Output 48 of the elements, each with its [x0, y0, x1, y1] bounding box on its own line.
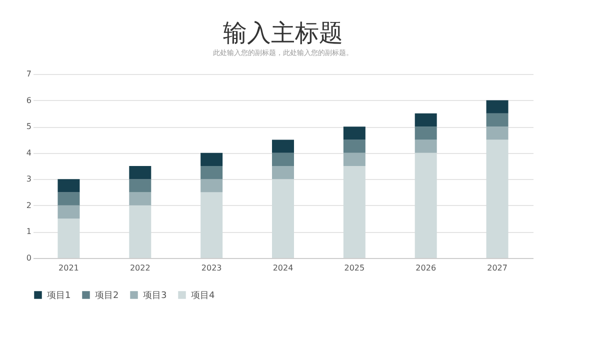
bar	[414, 113, 437, 127]
bar	[129, 166, 152, 180]
x-tick-label: 2025	[344, 264, 365, 272]
bar	[414, 140, 437, 153]
y-tick-label: 4	[26, 148, 32, 158]
bar	[129, 179, 152, 192]
bar	[486, 126, 508, 140]
x-tick-label: 2024	[272, 264, 294, 272]
bar	[200, 166, 223, 180]
bar	[343, 140, 366, 153]
x-tick-label: 2021	[58, 264, 79, 272]
bar	[58, 179, 80, 192]
bar	[343, 152, 366, 166]
legend-label: 项目2	[95, 291, 119, 301]
legend-label: 项目4	[191, 291, 215, 301]
y-tick-label: 3	[26, 174, 32, 184]
bar	[272, 140, 294, 153]
bar	[200, 179, 223, 192]
x-tick-label: 2027	[487, 264, 508, 272]
legend-label: 项目3	[143, 291, 167, 301]
bar	[486, 113, 508, 127]
y-tick-label: 2	[26, 200, 32, 210]
bar	[486, 140, 508, 258]
legend-label: 项目1	[47, 291, 71, 301]
bar	[272, 152, 294, 166]
bar	[343, 166, 366, 258]
bar	[414, 126, 437, 140]
bar	[58, 192, 80, 206]
bar	[272, 179, 294, 258]
bar	[129, 205, 152, 258]
bar	[200, 192, 223, 258]
bar	[58, 218, 80, 258]
bar	[272, 166, 294, 180]
y-tick-label: 1	[26, 227, 32, 236]
bar	[414, 152, 437, 258]
y-tick-label: 5	[26, 122, 32, 132]
bar	[58, 205, 80, 219]
x-tick-label: 2022	[130, 264, 150, 272]
y-tick-label: 6	[26, 96, 32, 105]
y-tick-label: 7	[26, 70, 32, 78]
bar	[200, 152, 223, 166]
x-tick-label: 2026	[416, 264, 436, 272]
bar	[486, 100, 508, 114]
y-tick-label: 0	[26, 254, 32, 262]
bar	[343, 126, 366, 140]
chart-title: 输入主标题	[223, 19, 343, 47]
x-tick-label: 2023	[201, 264, 222, 272]
bar	[129, 192, 152, 206]
